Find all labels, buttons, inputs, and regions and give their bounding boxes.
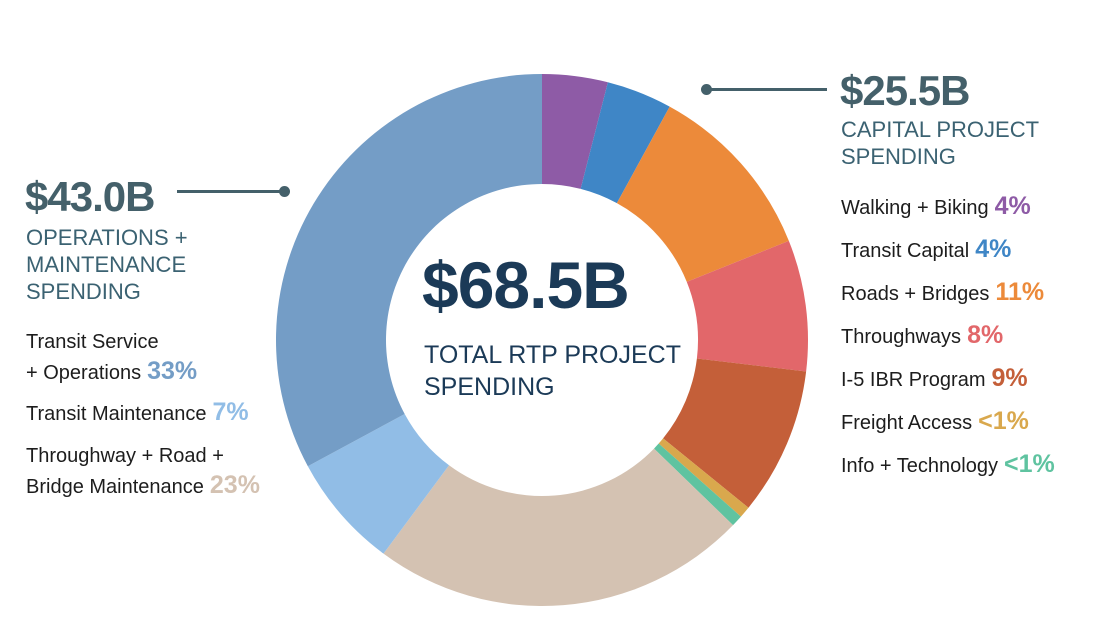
legend-label: I-5 IBR Program bbox=[841, 369, 986, 391]
donut-slice-7 bbox=[383, 448, 734, 606]
donut-slice-3 bbox=[686, 240, 809, 372]
legend-percent: 8% bbox=[967, 321, 1004, 349]
legend-percent: 4% bbox=[994, 192, 1031, 220]
donut-slice-5 bbox=[658, 438, 749, 517]
legend-item-transit-service: Transit Service + Operations 33% bbox=[26, 328, 197, 388]
donut-slice-2 bbox=[616, 106, 789, 282]
legend-item-freight-access: Freight Access <1% bbox=[841, 407, 1029, 438]
donut-slice-8 bbox=[307, 414, 450, 554]
legend-percent: 33% bbox=[147, 357, 198, 385]
legend-label: Info + Technology bbox=[841, 455, 998, 477]
capital-caption-line: CAPITAL PROJECT bbox=[841, 117, 1040, 142]
legend-label: Roads + Bridges bbox=[841, 283, 990, 305]
legend-label: Walking + Biking bbox=[841, 197, 989, 219]
capital-amount: $25.5B bbox=[840, 67, 970, 114]
legend-label: Transit Capital bbox=[841, 240, 970, 262]
legend-item-i5-ibr-program: I-5 IBR Program 9% bbox=[841, 364, 1028, 395]
legend-percent: 9% bbox=[991, 364, 1028, 392]
donut-slice-1 bbox=[580, 82, 670, 204]
legend-item-walking-biking: Walking + Biking 4% bbox=[841, 192, 1031, 223]
legend-percent: <1% bbox=[978, 407, 1029, 435]
donut-slice-4 bbox=[663, 358, 807, 508]
operations-caption-line: SPENDING bbox=[26, 279, 141, 304]
operations-leader-line bbox=[177, 190, 281, 193]
legend-label: + Operations bbox=[26, 362, 142, 384]
legend-percent: 11% bbox=[995, 278, 1045, 306]
legend-percent: 7% bbox=[212, 398, 249, 426]
donut-slice-0 bbox=[542, 74, 608, 189]
legend-label: Freight Access bbox=[841, 412, 973, 434]
capital-leader-line bbox=[705, 88, 827, 91]
total-caption: TOTAL RTP PROJECT SPENDING bbox=[424, 341, 681, 401]
legend-item-throughways: Throughways 8% bbox=[841, 321, 1003, 352]
legend-item-transit-capital: Transit Capital 4% bbox=[841, 235, 1011, 266]
legend-item-info-technology: Info + Technology <1% bbox=[841, 450, 1055, 481]
legend-percent: 4% bbox=[975, 235, 1012, 263]
operations-leader-dot bbox=[279, 186, 290, 197]
operations-caption: OPERATIONS + MAINTENANCE SPENDING bbox=[26, 224, 188, 305]
legend-label: Throughway + Road + bbox=[26, 445, 224, 467]
legend-label: Transit Maintenance bbox=[26, 403, 207, 425]
legend-percent: 23% bbox=[209, 471, 260, 499]
operations-caption-line: OPERATIONS + bbox=[26, 225, 188, 250]
legend-label: Bridge Maintenance bbox=[26, 476, 204, 498]
legend-label: Transit Service bbox=[26, 331, 159, 353]
legend-label: Throughways bbox=[841, 326, 962, 348]
legend-item-roads-bridges: Roads + Bridges 11% bbox=[841, 278, 1044, 309]
donut-slice-6 bbox=[654, 443, 741, 526]
capital-caption: CAPITAL PROJECT SPENDING bbox=[841, 116, 1039, 170]
total-amount: $68.5B bbox=[422, 248, 630, 322]
operations-caption-line: MAINTENANCE bbox=[26, 252, 187, 277]
legend-item-transit-maintenance: Transit Maintenance 7% bbox=[26, 398, 249, 429]
capital-caption-line: SPENDING bbox=[841, 144, 956, 169]
donut-slice-9 bbox=[276, 74, 542, 467]
legend-percent: <1% bbox=[1003, 450, 1055, 478]
operations-amount: $43.0B bbox=[25, 173, 155, 220]
legend-item-road-bridge-maintenance: Throughway + Road + Bridge Maintenance 23… bbox=[26, 442, 260, 502]
